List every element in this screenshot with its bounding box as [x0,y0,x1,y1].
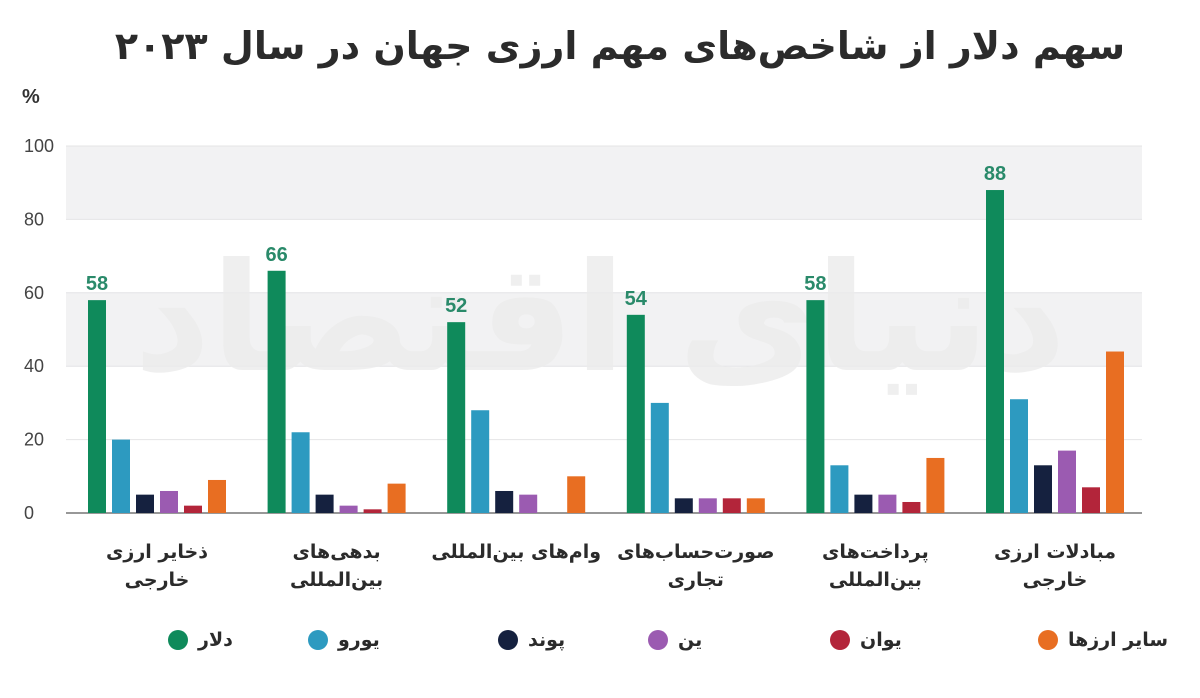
bar-4-5 [1082,487,1100,513]
bar-5-5 [1106,351,1124,513]
y-tick-label: 100 [24,136,54,156]
category-label: ذخایر ارزی خارجی [106,541,208,591]
legend-swatch [648,630,668,650]
bar-1-3 [650,402,669,513]
bar-4-4 [902,501,921,513]
category-label: صورت‌حساب‌های تجاری [617,541,775,591]
data-label: 66 [265,244,287,266]
data-label: 52 [445,295,467,317]
legend-label: یوان [860,629,902,651]
bar-1-5 [1010,399,1028,513]
bar-4-0 [184,505,202,513]
bar-5-2 [567,476,586,513]
legend-swatch [308,630,328,650]
bar-1-0 [112,439,130,513]
data-label: 58 [804,273,826,295]
legend-label: ین [678,629,703,651]
bar-3-0 [160,490,178,513]
bar-3-1 [339,505,358,513]
legend-swatch [830,630,850,650]
bar-0-3 [626,314,645,513]
watermark-text: دنیای اقتصاد [134,232,1067,406]
bar-0-4 [806,300,825,513]
legend-swatch [168,630,188,650]
y-tick-label: 80 [24,209,44,229]
bar-1-4 [830,465,849,513]
data-label: 58 [86,273,108,295]
y-tick-label: 0 [24,503,34,523]
data-label: 88 [984,163,1006,185]
legend-item: دلار [168,624,233,656]
bar-3-3 [698,498,717,513]
bar-2-4 [854,494,873,513]
legend-item: پوند [498,624,565,656]
bar-4-1 [363,509,382,513]
bar-3-4 [878,494,897,513]
chart-title: سهم دلار از شاخص‌های مهم ارزی جهان در سا… [114,24,1126,68]
legend-swatch [1038,630,1058,650]
grid-band [66,146,1142,220]
category-label: بدهی‌های بین‌المللی [290,541,384,591]
legend-item: یورو [308,624,380,656]
y-tick-label: 60 [24,283,44,303]
bar-2-1 [315,494,334,513]
legend-item: ین [648,624,702,656]
category-label: پرداخت‌های بین‌المللی [822,541,929,591]
bar-2-3 [674,498,693,513]
legend-label: یورو [338,629,380,651]
y-tick-label: 40 [24,356,44,376]
bar-3-5 [1058,450,1076,513]
bar-3-2 [519,494,538,513]
legend-item: سایر ارزها [1038,624,1168,656]
data-label: 54 [625,288,648,310]
bar-5-3 [746,498,765,513]
legend-item: یوان [830,624,902,656]
grid-band [66,292,1142,367]
bar-2-2 [495,490,514,513]
bar-5-4 [926,457,945,513]
y-unit-label: % [22,86,40,108]
category-label: وام‌های بین‌المللی [431,541,602,563]
legend-label: دلار [198,629,233,651]
bar-0-1 [267,270,286,513]
bar-1-1 [291,432,310,513]
bar-0-0 [88,300,106,513]
category-label: مبادلات ارزی خارجی [993,541,1117,591]
legend-swatch [498,630,518,650]
y-tick-label: 20 [24,430,44,450]
legend-label: سایر ارزها [1068,629,1169,651]
grid-band [66,439,1142,513]
bar-5-0 [208,479,226,513]
bar-0-2 [447,322,466,513]
bar-4-3 [722,498,741,513]
bar-1-2 [471,410,490,513]
bar-5-1 [387,483,406,513]
bar-2-0 [136,494,154,513]
bar-2-5 [1034,465,1052,513]
bar-0-5 [986,190,1004,514]
legend-label: پوند [528,629,566,651]
